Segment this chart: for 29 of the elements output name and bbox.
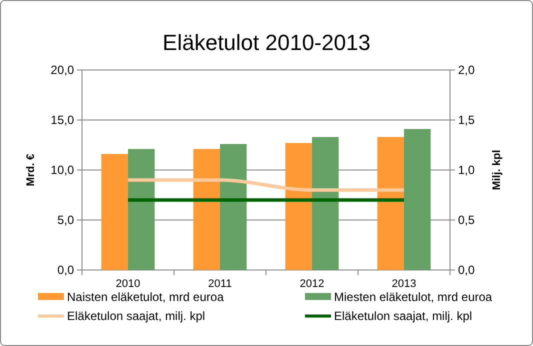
bar xyxy=(404,129,431,270)
y2-tick-label: 2,0 xyxy=(458,63,476,78)
bar xyxy=(377,137,404,270)
y-tick-label: 5,0 xyxy=(57,213,74,228)
legend-label: Naisten eläketulot, mrd euroa xyxy=(67,290,224,304)
y2-tick-label: 1,5 xyxy=(458,113,476,128)
y-tick-label: 0,0 xyxy=(57,263,74,278)
bar xyxy=(128,149,155,270)
y2-tick-label: 0,0 xyxy=(458,263,476,278)
y2-tick-label: 0,5 xyxy=(458,213,476,228)
y-tick-label: 10,0 xyxy=(50,163,74,178)
y2-tick-label: 1,0 xyxy=(458,163,476,178)
bar xyxy=(312,137,339,270)
chart-title: Eläketulot 2010-2013 xyxy=(162,30,370,55)
y-axis-title: Mrd. € xyxy=(25,154,37,186)
bar xyxy=(193,149,220,270)
bar xyxy=(101,154,128,270)
bar xyxy=(285,143,312,270)
x-tick-label: 2011 xyxy=(208,278,232,290)
bar xyxy=(220,144,247,270)
x-tick-label: 2013 xyxy=(392,278,416,290)
x-tick-label: 2012 xyxy=(300,278,324,290)
legend-label: Eläketulon saajat, milj. kpl xyxy=(67,309,206,324)
y-tick-label: 15,0 xyxy=(50,113,74,128)
y-tick-label: 20,0 xyxy=(50,63,74,78)
legend-label: Eläketulon saajat, milj. kpl xyxy=(334,309,472,324)
y2-axis-title: Milj. kpl xyxy=(491,150,503,190)
x-tick-label: 2010 xyxy=(116,278,140,290)
legend-label: Miesten eläketulot, mrd euroa xyxy=(334,290,492,304)
